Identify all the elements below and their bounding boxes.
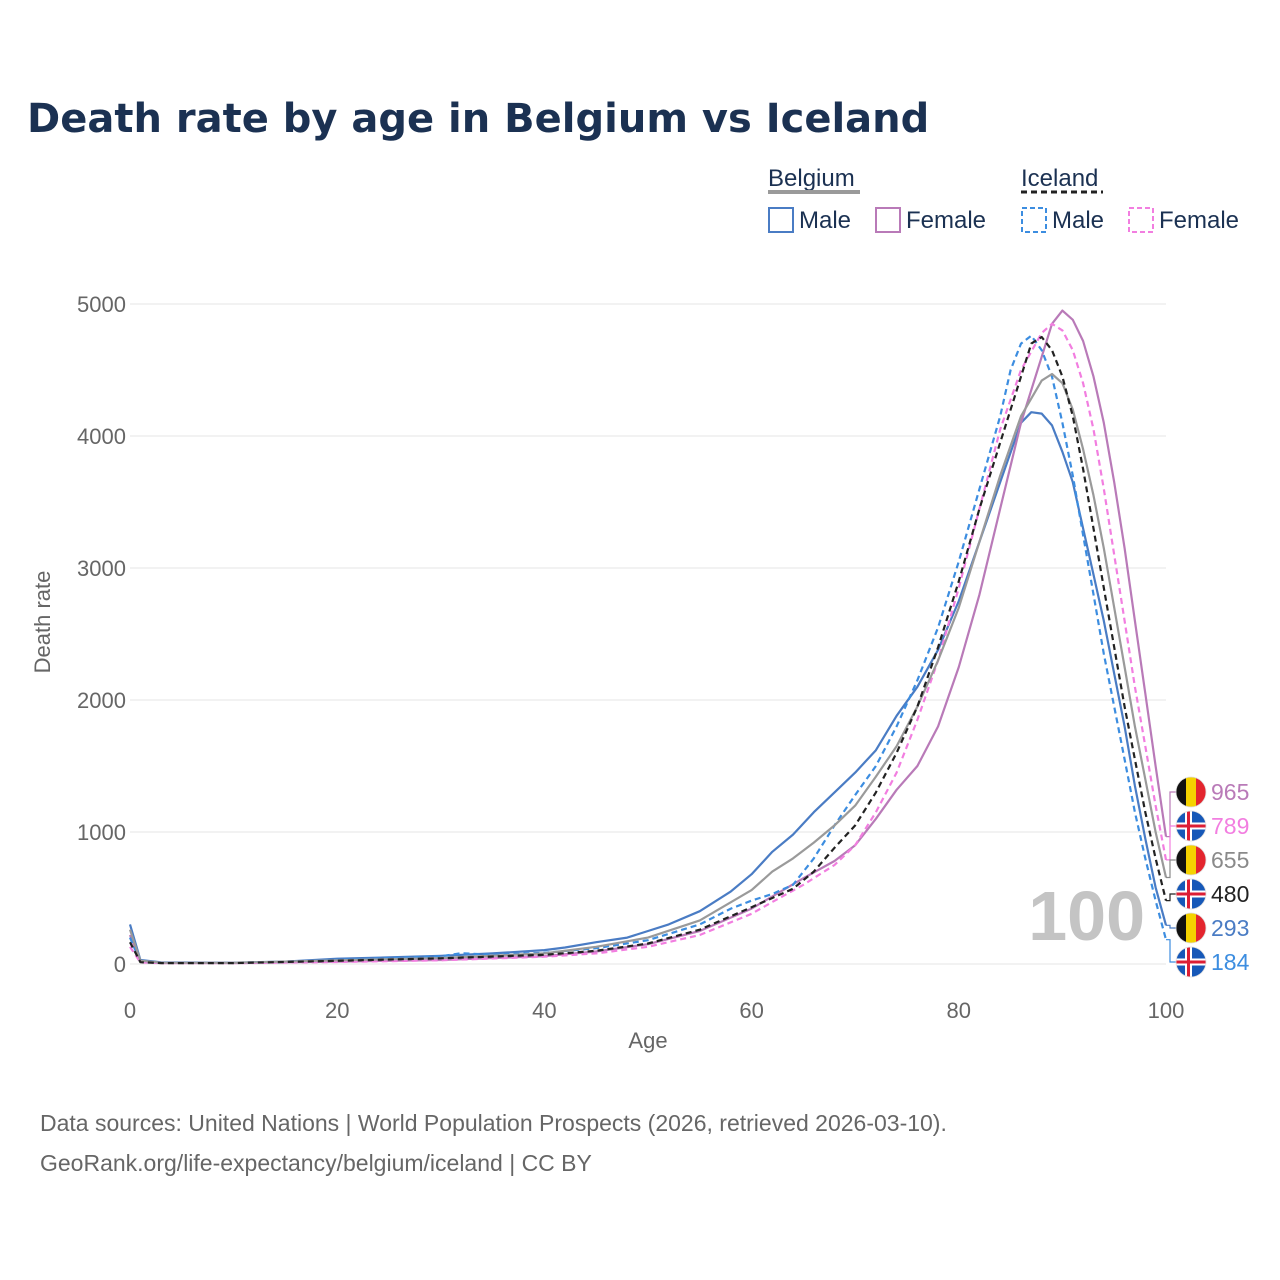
belgium-flag-icon: [1176, 913, 1206, 943]
end-label-leader: [1166, 939, 1176, 963]
axes: 0 1000 2000 3000 4000 5000 0 20 40 60 80 100: [77, 292, 1184, 1023]
chart-title: Death rate by age in Belgium vs Iceland: [27, 96, 929, 142]
end-label-value: 480: [1211, 881, 1249, 907]
series-line-2: [128, 334, 1168, 964]
legend-belgium-female-label: Female: [906, 207, 986, 234]
belgium-flag-icon: [1176, 845, 1206, 875]
end-label-value: 965: [1211, 779, 1249, 805]
end-label-leader: [1166, 924, 1176, 929]
legend-group-belgium: Belgium: [768, 165, 855, 192]
end-label-value: 184: [1211, 949, 1250, 975]
iceland-flag-icon: [1176, 879, 1206, 909]
legend-belgium-male-label: Male: [799, 207, 851, 234]
y-tick-label: 4000: [77, 424, 126, 449]
end-label-value: 655: [1211, 847, 1249, 873]
x-tick-label: 20: [325, 998, 349, 1023]
series-line-1: [128, 309, 1168, 964]
x-tick-label: 0: [124, 998, 136, 1023]
source-line-1: Data sources: United Nations | World Pop…: [40, 1110, 947, 1136]
y-tick-label: 1000: [77, 820, 126, 845]
end-label-leader: [1166, 791, 1176, 838]
end-label-leader: [1166, 893, 1176, 902]
flag-ring: [1175, 878, 1207, 910]
x-tick-label: 80: [947, 998, 971, 1023]
y-tick-label: 2000: [77, 688, 126, 713]
legend-iceland-male-label: Male: [1052, 207, 1104, 234]
y-tick-label: 0: [114, 952, 126, 977]
end-label-leader: [1166, 859, 1176, 879]
source-line-2: GeoRank.org/life-expectancy/belgium/icel…: [40, 1150, 592, 1176]
x-tick-label: 100: [1148, 998, 1185, 1023]
grid: [130, 303, 1166, 965]
flag-ring: [1175, 912, 1207, 944]
iceland-flag-icon: [1176, 947, 1206, 977]
y-tick-label: 3000: [77, 556, 126, 581]
flag-ring: [1175, 776, 1207, 808]
series-line-4: [128, 372, 1168, 964]
flag-ring: [1175, 810, 1207, 842]
legend-iceland-female-swatch: [1128, 207, 1154, 233]
series-group: [128, 309, 1168, 965]
series-line-0: [128, 411, 1168, 964]
iceland-flag-icon: [1176, 811, 1206, 841]
x-axis-label: Age: [628, 1028, 667, 1053]
legend-belgium-male-swatch: [768, 207, 794, 233]
legend-group-iceland: Iceland: [1021, 165, 1098, 192]
x-tick-label: 60: [739, 998, 763, 1023]
year-watermark: 100: [1028, 877, 1145, 955]
y-tick-label: 5000: [77, 292, 126, 317]
end-label-value: 293: [1211, 915, 1249, 941]
flag-ring: [1175, 946, 1207, 978]
belgium-flag-icon: [1176, 777, 1206, 807]
series-line-3: [129, 322, 1168, 965]
x-tick-label: 40: [532, 998, 556, 1023]
end-labels: 965 789 655 480 293 184: [1166, 776, 1250, 978]
legend: Belgium Iceland Male Female Male Female: [768, 165, 1239, 234]
legend-iceland-male-swatch: [1021, 207, 1047, 233]
y-axis-label: Death rate: [30, 571, 55, 674]
series-line-5: [129, 335, 1168, 965]
legend-iceland-female-label: Female: [1159, 207, 1239, 234]
end-label-leader: [1166, 825, 1176, 861]
flag-ring: [1175, 844, 1207, 876]
legend-belgium-female-swatch: [875, 207, 901, 233]
end-label-value: 789: [1211, 813, 1249, 839]
